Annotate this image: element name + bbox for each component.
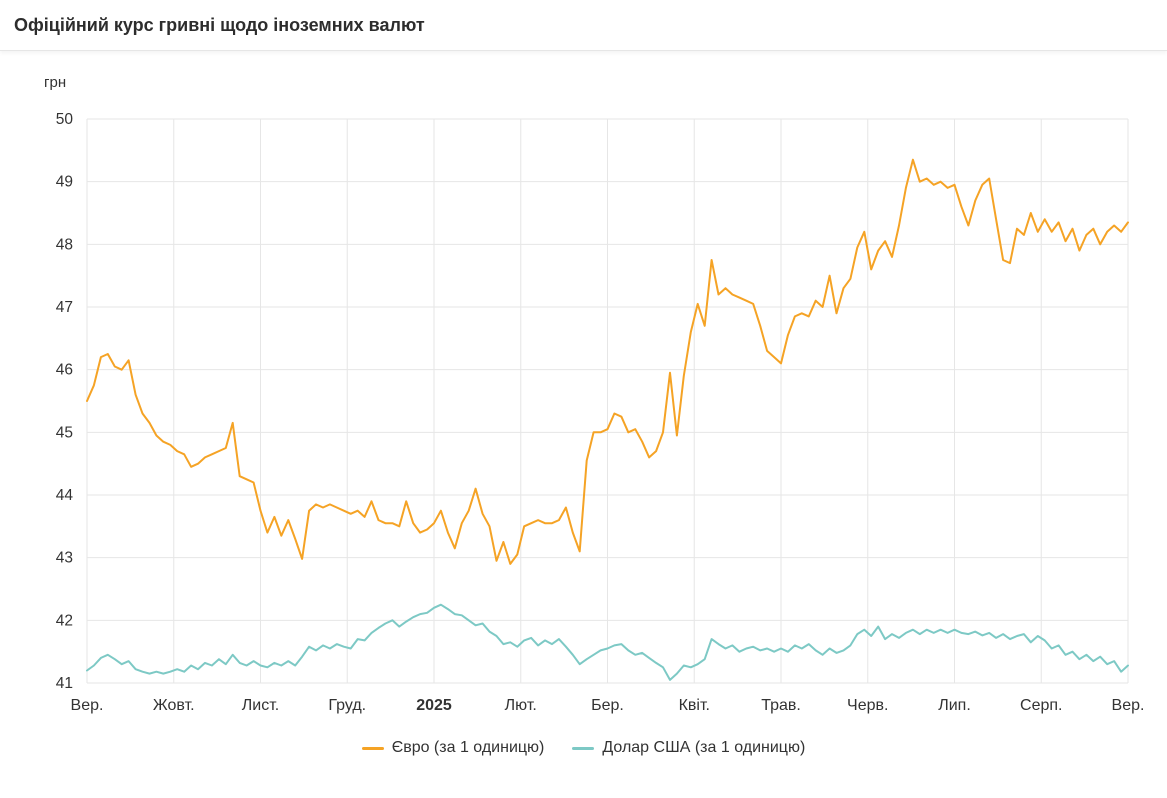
svg-text:45: 45 <box>56 424 73 441</box>
svg-text:Квіт.: Квіт. <box>679 697 710 714</box>
chart-gridlines <box>86 118 1129 684</box>
series-line-euro <box>86 158 1129 565</box>
svg-text:47: 47 <box>56 299 73 316</box>
y-axis-unit-label: грн <box>44 74 67 91</box>
chart-section: грн 41 42 43 44 45 46 47 48 49 50 Вер. Жовт. Лист. Гр… <box>0 50 1167 757</box>
svg-text:Трав.: Трав. <box>761 697 801 714</box>
svg-text:Бер.: Бер. <box>591 697 624 714</box>
page-header: Офіційний курс гривні щодо іноземних вал… <box>0 0 1167 50</box>
svg-text:46: 46 <box>56 362 73 379</box>
svg-text:Серп.: Серп. <box>1020 697 1062 714</box>
svg-text:Лют.: Лют. <box>505 697 537 714</box>
svg-text:49: 49 <box>56 174 73 191</box>
legend-item-euro[interactable]: Євро (за 1 одиницю) <box>361 739 545 757</box>
svg-text:2025: 2025 <box>416 697 452 714</box>
chart-legend: Євро (за 1 одиницю) Долар США (за 1 один… <box>0 739 1167 757</box>
euro-line-marker <box>361 746 384 750</box>
svg-text:Лист.: Лист. <box>242 697 279 714</box>
svg-text:42: 42 <box>56 612 73 629</box>
page-title: Офіційний курс гривні щодо іноземних вал… <box>14 15 425 35</box>
dollar-line-marker <box>572 746 595 750</box>
svg-text:Вер.: Вер. <box>71 697 104 714</box>
svg-text:Вер.: Вер. <box>1112 697 1145 714</box>
exchange-rate-chart: 41 42 43 44 45 46 47 48 49 50 Вер. Жовт. Лист. Груд. 2… <box>56 111 1145 714</box>
svg-text:Лип.: Лип. <box>938 697 971 714</box>
series-line-dollar <box>86 603 1129 681</box>
svg-text:Жовт.: Жовт. <box>153 697 195 714</box>
legend-label-euro: Євро (за 1 одиницю) <box>391 739 545 756</box>
svg-text:Груд.: Груд. <box>328 697 366 714</box>
svg-text:Черв.: Черв. <box>847 697 888 714</box>
svg-text:48: 48 <box>56 236 73 253</box>
svg-text:44: 44 <box>56 487 74 504</box>
x-axis-labels: Вер. Жовт. Лист. Груд. 2025 Лют. Бер. Квіт. Трав… <box>71 697 1145 714</box>
svg-text:50: 50 <box>56 111 74 128</box>
y-axis-labels: 41 42 43 44 45 46 47 48 49 50 <box>56 111 74 692</box>
svg-text:43: 43 <box>56 550 73 567</box>
legend-item-dollar[interactable]: Долар США (за 1 одиницю) <box>572 739 805 757</box>
svg-text:41: 41 <box>56 675 73 692</box>
legend-label-dollar: Долар США (за 1 одиницю) <box>602 739 806 756</box>
